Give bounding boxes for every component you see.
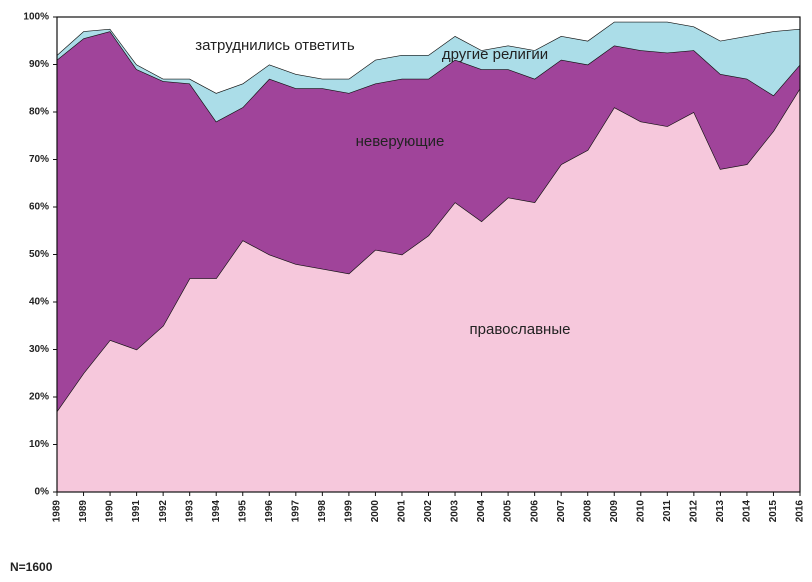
y-tick-label: 40% bbox=[29, 297, 49, 308]
x-tick-label: 2010 bbox=[635, 500, 646, 523]
y-tick-label: 10% bbox=[29, 439, 49, 450]
x-tick-label: 2013 bbox=[715, 500, 726, 523]
x-tick-label: 2012 bbox=[688, 500, 699, 523]
y-tick-label: 50% bbox=[29, 249, 49, 260]
y-tick-label: 20% bbox=[29, 392, 49, 403]
x-tick-label: 2004 bbox=[476, 500, 487, 523]
y-tick-label: 70% bbox=[29, 154, 49, 165]
x-tick-label: 1992 bbox=[158, 500, 169, 523]
y-tick-label: 30% bbox=[29, 344, 49, 355]
x-tick-label: 1996 bbox=[264, 500, 275, 523]
x-tick-label: 1997 bbox=[290, 500, 301, 523]
area bbox=[57, 88, 800, 492]
area bbox=[57, 31, 800, 412]
series-label: другие религии bbox=[442, 46, 548, 63]
x-tick-label: 1999 bbox=[344, 500, 355, 523]
x-tick-label: 1989 bbox=[78, 500, 89, 523]
y-tick-label: 90% bbox=[29, 59, 49, 70]
series-label: неверующие bbox=[356, 133, 445, 150]
series-label: затруднились ответить bbox=[195, 37, 355, 54]
x-tick-label: 2003 bbox=[450, 500, 461, 523]
x-tick-label: 2005 bbox=[503, 500, 514, 523]
x-tick-label: 1995 bbox=[237, 500, 248, 523]
area bbox=[57, 21, 800, 122]
x-tick-label: 1989 bbox=[52, 500, 63, 523]
series-label: православные bbox=[470, 321, 571, 338]
y-tick-label: 60% bbox=[29, 202, 49, 213]
y-tick-label: 80% bbox=[29, 107, 49, 118]
note: N=1600 bbox=[10, 560, 53, 574]
x-tick-label: 2002 bbox=[423, 500, 434, 523]
x-tick-label: 2008 bbox=[582, 500, 593, 523]
x-tick-label: 1991 bbox=[131, 500, 142, 523]
area bbox=[57, 17, 800, 93]
x-tick-label: 1990 bbox=[105, 500, 116, 523]
x-tick-label: 1993 bbox=[184, 500, 195, 523]
x-tick-label: 2007 bbox=[556, 500, 567, 523]
x-tick-label: 2009 bbox=[609, 500, 620, 523]
x-tick-label: 2016 bbox=[795, 500, 806, 523]
x-tick-label: 2001 bbox=[397, 500, 408, 523]
x-tick-label: 2011 bbox=[662, 500, 673, 522]
y-tick-label: 100% bbox=[23, 12, 49, 23]
x-tick-label: 1998 bbox=[317, 500, 328, 523]
x-tick-label: 2000 bbox=[370, 500, 381, 523]
x-tick-label: 2015 bbox=[768, 500, 779, 523]
x-tick-label: 2006 bbox=[529, 500, 540, 523]
x-tick-label: 2014 bbox=[742, 500, 753, 523]
x-tick-label: 1994 bbox=[211, 500, 222, 523]
y-tick-label: 0% bbox=[35, 487, 50, 498]
